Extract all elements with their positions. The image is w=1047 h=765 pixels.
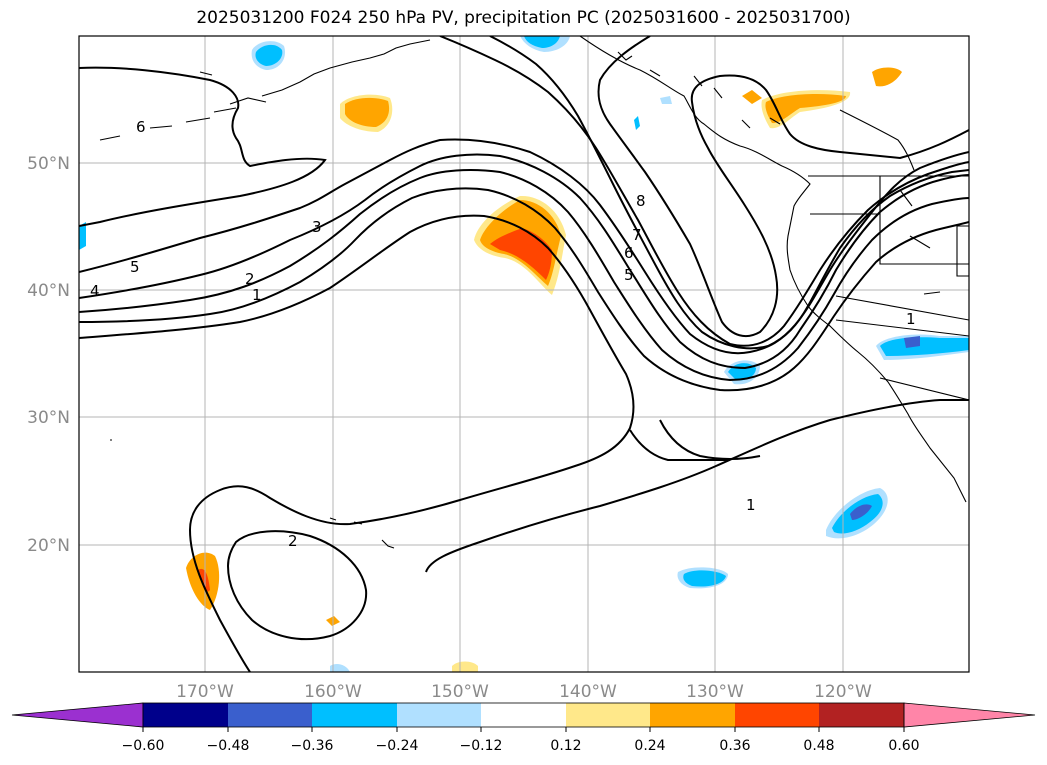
colorbar-tick-label: −0.60 [122,738,165,754]
contour-label: 2 [245,270,255,288]
colorbar-segment [143,703,228,727]
contour-label: 7 [632,226,642,244]
colorbar-segment [650,703,735,727]
contour-label: 1 [746,496,756,514]
contour-label: 8 [636,192,646,210]
colorbar-segment [397,703,481,727]
pv-contours [79,36,969,672]
lon-label: 140°W [559,682,617,702]
map-frame [78,35,970,673]
lon-label: 130°W [686,682,744,702]
colorbar-segment [228,703,312,727]
colorbar-tick-label: −0.12 [460,738,503,754]
lon-label: 160°W [304,682,362,702]
lon-label: 120°W [814,682,872,702]
lon-label: 170°W [176,682,234,702]
colorbar-segment [566,703,650,727]
map-title: 2025031200 F024 250 hPa PV, precipitatio… [196,8,851,28]
contour-label: 4 [90,282,100,300]
contour-label: 1 [252,286,262,304]
colorbar-tick-label: 0.12 [550,738,581,754]
lat-label: 40°N [27,281,70,301]
colorbar-segment [312,703,397,727]
colorbar-segment [481,703,566,727]
lat-label: 50°N [27,154,70,174]
colorbar-tick-label: 0.24 [634,738,665,754]
colorbar: −0.60 −0.48 −0.36 −0.24 −0.12 0.12 0.24 … [11,702,1036,754]
lat-label: 30°N [27,408,70,428]
colorbar-segment [819,703,904,727]
contour-label: 3 [312,218,322,236]
contour-labels: 6 5 4 3 2 1 8 7 6 5 1 2 1 [90,118,916,550]
contour-label: 2 [288,532,298,550]
colorbar-tick-label: −0.24 [376,738,419,754]
contour-label: 6 [136,118,146,136]
contour-label: 1 [906,310,916,328]
latitude-labels: 50°N 40°N 30°N 20°N [27,154,70,556]
colorbar-tick-label: −0.48 [207,738,250,754]
colorbar-segment [735,703,819,727]
colorbar-extend-left [11,702,144,728]
contour-label: 6 [624,244,634,262]
longitude-labels: 170°W 160°W 150°W 140°W 130°W 120°W [176,682,872,702]
colorbar-tick-label: 0.48 [803,738,834,754]
colorbar-tick-label: 0.60 [888,738,919,754]
colorbar-tick-label: −0.36 [291,738,334,754]
precip-shading [79,36,969,672]
contour-label: 5 [624,266,634,284]
colorbar-extend-right [903,702,1036,728]
colorbar-tick-label: 0.36 [719,738,750,754]
lon-label: 150°W [431,682,489,702]
contour-label: 5 [130,258,140,276]
map-panel: 6 5 4 3 2 1 8 7 6 5 1 2 1 [79,36,969,672]
lat-label: 20°N [27,536,70,556]
